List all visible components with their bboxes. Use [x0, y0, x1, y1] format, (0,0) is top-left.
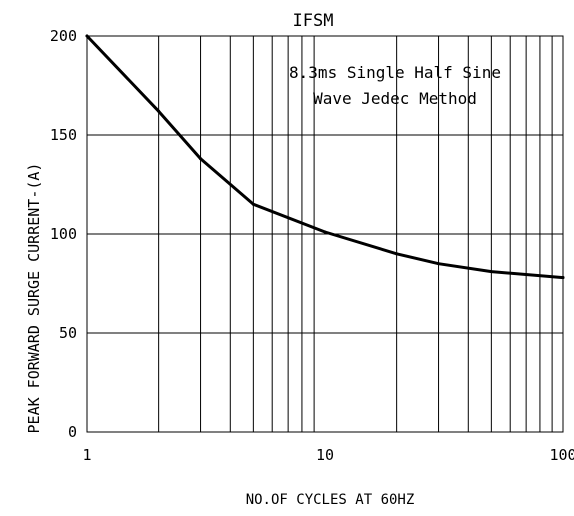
x-tick-label: 10 — [316, 446, 334, 464]
curve-data-point — [561, 276, 565, 280]
y-axis-label: PEAK FORWARD SURGE CURRENT-(A) — [25, 163, 43, 434]
y-tick-label: 0 — [68, 423, 77, 441]
chart-title: IFSM — [293, 11, 334, 31]
curve-data-point — [157, 109, 161, 113]
x-tick-label: 1 — [82, 446, 91, 464]
annotation-line-1: 8.3ms Single Half Sine — [289, 63, 501, 82]
curve-data-point — [395, 252, 399, 256]
x-tick-label: 100 — [549, 446, 574, 464]
annotation-line-2: Wave Jedec Method — [313, 89, 477, 108]
y-tick-label: 200 — [50, 27, 77, 45]
curve-data-points — [85, 34, 565, 280]
y-tick-labels: 0 50 100 150 200 — [50, 27, 77, 441]
curve-data-point — [323, 230, 327, 234]
y-tick-label: 50 — [59, 324, 77, 342]
curve-data-point — [199, 157, 203, 161]
curve-data-point — [85, 34, 89, 38]
curve-data-point — [251, 202, 255, 206]
x-axis-label: NO.OF CYCLES AT 60HZ — [246, 492, 415, 508]
y-tick-label: 150 — [50, 126, 77, 144]
curve-data-point — [489, 270, 493, 274]
curve-data-point — [437, 262, 441, 266]
grid-lines — [87, 36, 563, 432]
x-tick-labels: 1 10 100 — [82, 446, 574, 464]
y-tick-label: 100 — [50, 225, 77, 243]
